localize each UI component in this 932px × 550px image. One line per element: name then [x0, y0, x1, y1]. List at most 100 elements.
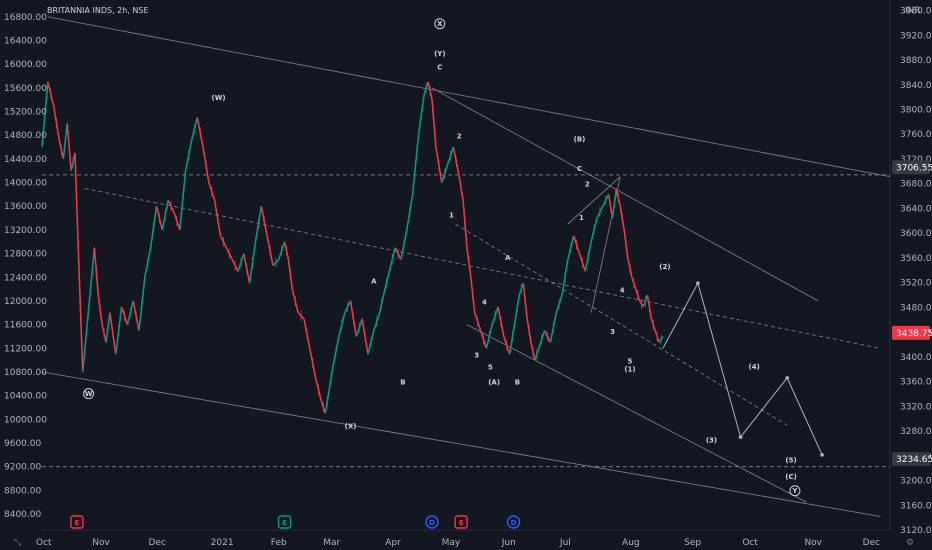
wave-label-circle [83, 388, 95, 400]
time-tick-label: Jul [559, 538, 571, 548]
wave-label-circle [434, 18, 446, 30]
event-marker-label: D [511, 519, 517, 527]
wave-label: C [577, 165, 582, 173]
left-tick-label: 10800.00 [4, 368, 47, 378]
right-tick-label: 3120.00 [900, 526, 932, 536]
wave-label: 4 [482, 298, 487, 306]
right-tick-label: 3840.00 [900, 81, 932, 91]
right-tick-label: 3600.00 [900, 229, 932, 239]
wave-label: (X) [345, 423, 357, 431]
time-tick-label: Nov [804, 538, 822, 548]
right-tick-label: 3280.00 [900, 427, 932, 437]
event-marker-label: E [282, 519, 287, 527]
left-tick-label: 12400.00 [4, 273, 47, 283]
left-tick-label: 15600.00 [4, 84, 47, 94]
trend-line [567, 176, 621, 225]
trend-lines [41, 16, 891, 517]
time-tick-label: Mar [323, 538, 340, 548]
event-marker-label: E [75, 519, 80, 527]
dashed-trend-line [84, 188, 881, 349]
wave-label: (A) [488, 378, 500, 386]
wave-label: 4 [620, 287, 625, 295]
right-tick-label: 3160.00 [900, 501, 932, 511]
wave-label: 2 [585, 181, 590, 189]
current-price-tag: 3438.75 [896, 329, 932, 339]
dividend-marker [425, 515, 439, 529]
left-tick-label: 16000.00 [4, 60, 47, 70]
wave-label: A [505, 254, 511, 262]
level-low-tag: 3234.65 [896, 455, 932, 465]
right-tick-label: 3960.00 [900, 7, 932, 17]
current-price-tag-bg [892, 325, 930, 340]
trend-line [466, 324, 807, 503]
left-tick-label: 11600.00 [4, 321, 47, 331]
earnings-marker [70, 515, 84, 529]
wave-label: 2 [457, 133, 462, 141]
right-tick-label: 3680.00 [900, 180, 932, 190]
level-high-tag-bg [892, 160, 930, 175]
trend-line [47, 16, 891, 178]
currency-label: INR [905, 6, 921, 16]
wave-label: 1 [579, 214, 584, 222]
wave-label: C [437, 63, 442, 71]
left-tick-label: 12800.00 [4, 250, 47, 260]
time-tick-label: Feb [271, 538, 287, 548]
wave-label: 3 [474, 352, 479, 360]
right-tick-label: 3360.00 [900, 378, 932, 388]
right-tick-label: 3920.00 [900, 31, 932, 41]
left-tick-label: 16400.00 [4, 37, 47, 47]
time-tick-label: Dec [149, 538, 166, 548]
level-low-tag-bg [892, 452, 930, 467]
left-tick-label: 15200.00 [4, 108, 47, 118]
price-series [41, 81, 664, 414]
right-tick-label: 3640.00 [900, 204, 932, 214]
wave-label: B [400, 378, 405, 386]
forecast-arrowhead [738, 435, 743, 439]
wave-label: (2) [659, 263, 670, 271]
event-marker-label: E [459, 519, 464, 527]
trend-line [431, 87, 819, 302]
event-marker-label: D [429, 519, 435, 527]
wave-label: B [515, 378, 520, 386]
forecast-polyline [662, 281, 823, 456]
wave-label: 5 [488, 364, 493, 372]
time-tick-label: Nov [92, 538, 110, 548]
settings-icon: ⚙ [906, 538, 914, 548]
wave-label: (B) [574, 136, 586, 144]
wave-label: 5 [628, 358, 633, 366]
wave-label: W [85, 390, 93, 398]
wave-label: Y [791, 487, 798, 495]
left-tick-label: 16800.00 [4, 13, 47, 23]
left-tick-label: 8800.00 [4, 486, 41, 496]
time-tick-label: Oct [36, 538, 52, 548]
left-tick-label: 14000.00 [4, 179, 47, 189]
time-tick-label: Dec [863, 538, 880, 548]
wave-label: 3 [610, 328, 615, 336]
forecast-path [662, 281, 824, 457]
right-tick-label: 3720.00 [900, 155, 932, 165]
wave-label: (3) [706, 436, 717, 444]
wave-label: (5) [785, 456, 796, 464]
left-tick-label: 12000.00 [4, 297, 47, 307]
right-tick-label: 3200.00 [900, 477, 932, 487]
time-tick-label: May [442, 538, 461, 548]
wave-label: (Y) [434, 50, 445, 58]
wave-label: X [437, 20, 443, 28]
time-tick-label: Jun [501, 538, 516, 548]
time-axis: Oct Nov Dec 2021 Feb Mar Apr May Jun Jul Aug Sep Oct… [14, 538, 914, 548]
right-tick-label: 3560.00 [900, 254, 932, 264]
right-tick-label: 3520.00 [900, 279, 932, 289]
right-axis: 3120.003160.003200.003240.003280.003320.… [892, 7, 932, 536]
forecast-arrowhead [696, 281, 700, 285]
time-tick-label: 2021 [211, 538, 234, 548]
right-tick-label: 3320.00 [900, 402, 932, 412]
left-tick-label: 13600.00 [4, 202, 47, 212]
left-axis: 8400.00 8800.00 9200.00 9600.00 10000.00 1040… [4, 13, 47, 520]
forecast-arrowhead [785, 376, 789, 380]
left-tick-label: 8400.00 [4, 510, 41, 520]
wave-label: 1 [449, 211, 454, 219]
